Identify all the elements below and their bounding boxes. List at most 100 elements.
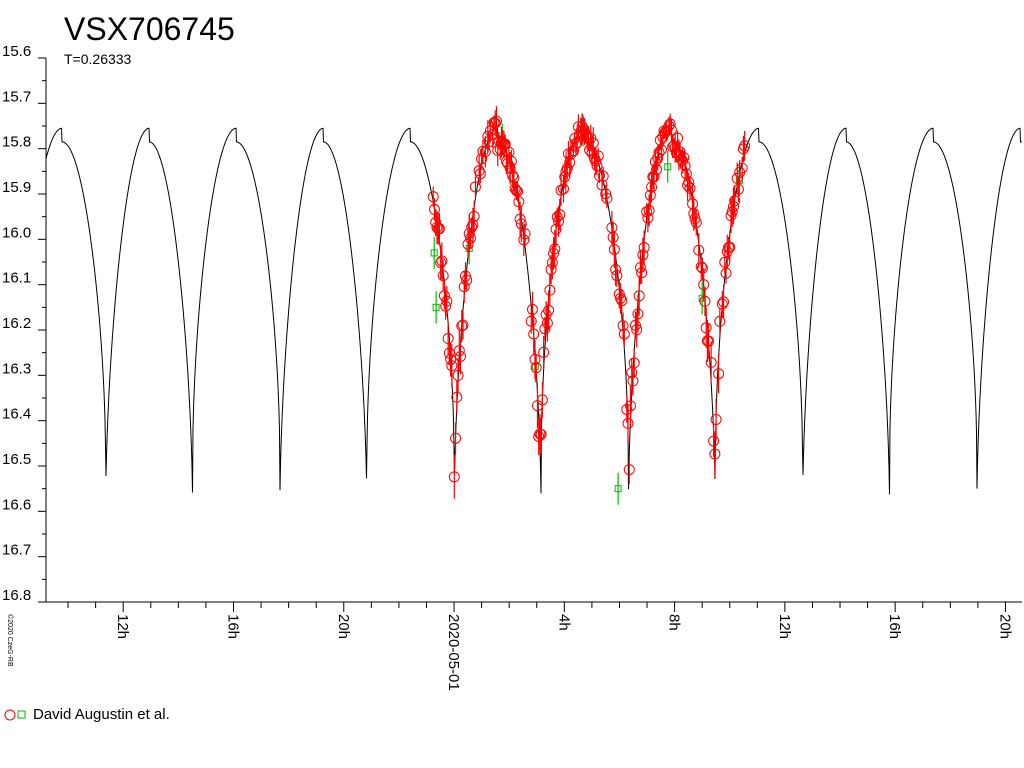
red-data-point: [621, 403, 633, 415]
red-data-point: [732, 183, 744, 195]
red-data-point: [440, 300, 452, 312]
x-tick-label: 8h: [666, 614, 683, 631]
red-data-point: [508, 172, 520, 184]
red-data-point: [456, 320, 468, 332]
red-data-point: [446, 360, 458, 372]
red-data-point: [638, 242, 650, 254]
red-data-point: [608, 243, 620, 255]
red-data-point: [430, 216, 442, 228]
y-axis: 15.6 15.7 15.8 15.9 16.0 16.1 16.2 16.3 16.4 16.5…: [2, 43, 47, 604]
red-data-point: [726, 206, 738, 218]
red-data-point: [554, 209, 566, 221]
y-tick-label: 16.2: [2, 315, 31, 332]
red-data-point: [653, 146, 665, 158]
red-data-point: [705, 356, 717, 368]
red-data-point: [719, 256, 731, 268]
red-data-point: [616, 295, 628, 307]
red-data-point: [436, 255, 448, 267]
y-tick-label: 16.6: [2, 496, 31, 513]
x-tick-label: 12h: [776, 614, 793, 639]
red-data-point: [587, 137, 599, 149]
red-data-point: [600, 188, 612, 200]
red-data-point: [553, 215, 565, 227]
y-tick-label: 16.0: [2, 224, 31, 241]
red-data-point: [680, 168, 692, 180]
red-data-point: [693, 244, 705, 256]
y-tick-label: 16.8: [2, 587, 31, 604]
red-data-point: [469, 181, 481, 193]
y-tick-label: 16.4: [2, 406, 31, 423]
red-data-point: [428, 203, 440, 215]
red-data-point: [597, 170, 609, 182]
red-data-point: [459, 270, 471, 282]
x-tick-label: 16h: [224, 614, 241, 639]
red-data-point: [476, 153, 488, 165]
red-data-point: [538, 346, 550, 358]
copyright-text: ©2020 CzeG-RB: [6, 614, 14, 667]
red-data-point: [433, 223, 445, 235]
red-data-point: [452, 369, 464, 381]
red-data-point: [736, 162, 748, 174]
red-data-point: [448, 471, 460, 483]
red-data-point: [613, 288, 625, 300]
red-data-point: [539, 323, 551, 335]
red-data-point: [637, 249, 649, 261]
red-data-point: [710, 413, 722, 425]
y-tick-label: 16.7: [2, 542, 31, 559]
red-data-point: [545, 263, 557, 275]
x-axis: 12h 16h 20h 2020-05-01 4h 8h 12h 16h 20h: [46, 601, 1022, 691]
red-data-point: [718, 296, 730, 308]
x-tick-label: 20h: [335, 614, 352, 639]
red-data-point: [427, 191, 439, 203]
red-data-point: [724, 241, 736, 253]
green-data-point: [664, 163, 672, 171]
red-data-point: [528, 328, 540, 340]
red-data-point: [628, 357, 640, 369]
red-data-point: [507, 170, 519, 182]
red-data-point: [437, 270, 449, 282]
red-data-point: [644, 189, 656, 201]
y-tick-label: 15.8: [2, 134, 31, 151]
red-data-point: [632, 308, 644, 320]
red-data-point: [514, 213, 526, 225]
y-tick-label: 16.1: [2, 270, 31, 287]
red-data-point: [648, 171, 660, 183]
red-data-point: [610, 264, 622, 276]
red-data-point: [515, 218, 527, 230]
red-data-point: [550, 223, 562, 235]
red-data-point: [641, 206, 653, 218]
red-data-point: [466, 221, 478, 233]
red-data-point: [590, 155, 602, 167]
red-data-point: [461, 274, 473, 286]
red-data-point: [631, 324, 643, 336]
red-data-point: [716, 298, 728, 310]
red-data-point: [549, 243, 561, 255]
green-data-point: [614, 485, 622, 493]
legend: David Augustin et al.: [4, 706, 170, 723]
red-data-point: [708, 435, 720, 447]
red-data-point: [664, 118, 676, 130]
red-data-point: [551, 211, 563, 223]
y-tick-label: 16.3: [2, 360, 31, 377]
red-data-point: [698, 279, 710, 291]
model-light-curve: [45, 127, 1023, 495]
red-data-point: [571, 136, 583, 148]
red-data-point: [453, 345, 465, 357]
red-data-point: [615, 292, 627, 304]
red-data-point: [601, 192, 613, 204]
red-data-point: [544, 284, 556, 296]
chart-title: VSX706745: [64, 11, 235, 47]
red-data-point: [690, 217, 702, 229]
red-data-point: [561, 162, 573, 174]
red-data-point: [536, 394, 548, 406]
red-data-point: [623, 464, 635, 476]
red-data-point: [555, 184, 567, 196]
red-data-point: [558, 183, 570, 195]
red-data-point: [713, 368, 725, 380]
red-data-point: [510, 185, 522, 197]
green-data-point: [432, 303, 440, 311]
red-data-point: [491, 115, 503, 127]
red-data-point: [505, 155, 517, 167]
red-data-point: [451, 391, 463, 403]
red-data-point: [709, 448, 721, 460]
